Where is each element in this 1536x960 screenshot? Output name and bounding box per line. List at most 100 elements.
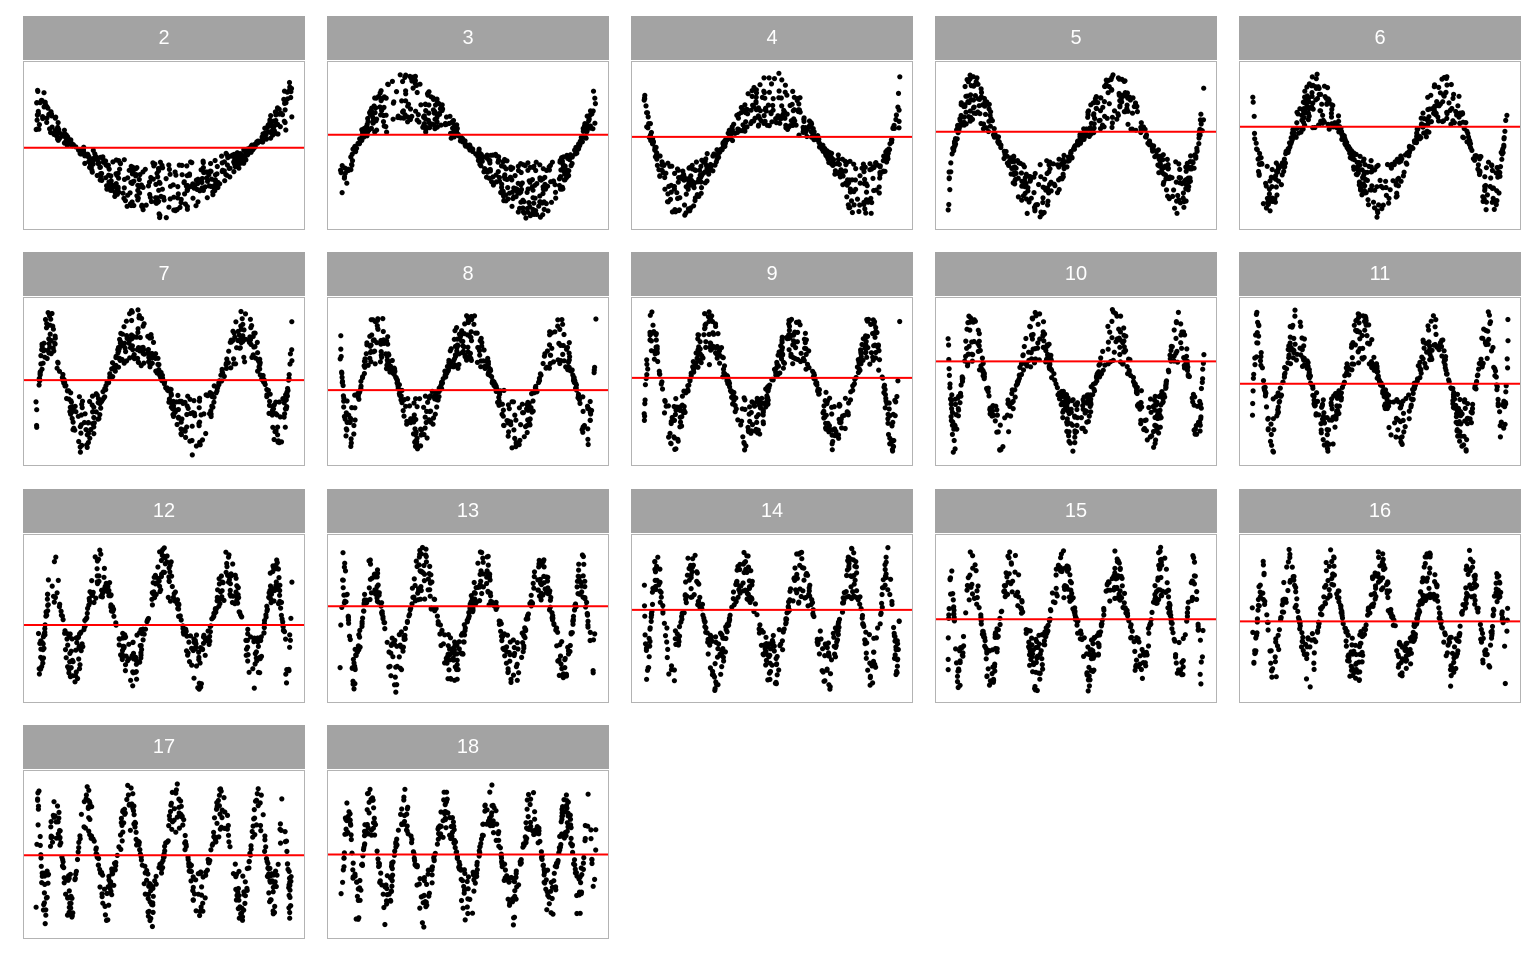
data-point bbox=[397, 72, 403, 78]
data-point bbox=[166, 204, 172, 210]
data-point bbox=[1251, 130, 1258, 136]
data-point bbox=[889, 139, 895, 145]
data-point bbox=[1300, 355, 1306, 361]
data-point bbox=[703, 339, 709, 345]
data-point bbox=[1384, 396, 1390, 402]
facet-panel-2: 2 bbox=[23, 16, 305, 230]
data-point bbox=[491, 379, 497, 385]
data-point bbox=[1368, 359, 1374, 365]
data-point bbox=[249, 323, 255, 329]
data-point bbox=[1046, 364, 1052, 370]
data-point bbox=[119, 356, 125, 363]
data-point bbox=[1130, 374, 1136, 381]
data-point bbox=[764, 395, 770, 401]
data-point bbox=[1374, 208, 1380, 214]
data-point bbox=[1183, 168, 1189, 174]
data-point bbox=[224, 172, 230, 178]
data-point bbox=[1085, 108, 1092, 114]
data-point bbox=[1494, 188, 1500, 194]
data-point bbox=[510, 165, 516, 171]
data-point bbox=[75, 413, 81, 419]
data-point bbox=[544, 348, 550, 354]
data-point bbox=[721, 363, 728, 369]
data-point bbox=[1387, 163, 1393, 169]
data-point bbox=[1105, 346, 1111, 352]
facet-strip-label: 10 bbox=[1064, 262, 1088, 285]
data-point bbox=[885, 416, 891, 422]
data-point bbox=[829, 447, 835, 453]
data-point bbox=[238, 308, 244, 315]
data-point bbox=[112, 193, 118, 199]
data-point bbox=[862, 206, 868, 212]
data-point bbox=[792, 118, 798, 124]
data-point bbox=[1109, 114, 1115, 120]
data-point bbox=[1354, 159, 1360, 165]
data-point bbox=[119, 331, 126, 337]
data-point bbox=[500, 159, 506, 165]
data-point bbox=[1146, 404, 1152, 411]
data-point bbox=[127, 311, 133, 317]
data-point bbox=[208, 413, 214, 420]
data-point bbox=[753, 94, 759, 100]
data-point bbox=[753, 87, 759, 93]
data-point bbox=[542, 174, 548, 180]
data-point bbox=[402, 74, 408, 80]
data-point bbox=[786, 327, 792, 333]
data-point bbox=[55, 120, 61, 126]
data-point bbox=[1480, 194, 1486, 200]
data-point bbox=[708, 347, 714, 353]
data-point bbox=[1346, 366, 1352, 372]
data-point bbox=[1457, 110, 1463, 116]
data-point bbox=[692, 195, 698, 201]
data-point bbox=[426, 102, 432, 108]
data-point bbox=[1010, 406, 1016, 412]
data-point bbox=[1065, 396, 1071, 402]
data-point bbox=[1172, 205, 1178, 211]
data-point bbox=[693, 360, 699, 366]
data-point bbox=[380, 119, 387, 125]
data-point bbox=[949, 431, 955, 437]
data-point bbox=[1011, 170, 1017, 176]
data-point bbox=[1180, 190, 1186, 196]
data-point bbox=[835, 156, 842, 162]
data-point bbox=[226, 348, 232, 354]
data-point bbox=[471, 313, 478, 319]
data-point bbox=[1305, 117, 1311, 123]
data-point bbox=[526, 401, 532, 407]
data-point bbox=[1353, 171, 1359, 177]
data-point bbox=[774, 359, 780, 365]
data-point bbox=[776, 95, 782, 101]
data-point bbox=[1355, 349, 1361, 355]
data-point bbox=[220, 370, 226, 376]
data-point bbox=[268, 113, 274, 119]
data-point bbox=[504, 418, 510, 424]
data-point bbox=[1469, 406, 1476, 412]
data-point bbox=[465, 318, 471, 324]
data-point bbox=[479, 343, 485, 349]
data-point bbox=[1160, 400, 1166, 406]
data-point bbox=[1294, 109, 1300, 115]
data-point bbox=[527, 179, 533, 185]
data-point bbox=[825, 426, 831, 432]
data-point bbox=[149, 350, 155, 357]
data-point bbox=[1256, 172, 1262, 178]
data-point bbox=[1497, 423, 1503, 429]
data-point bbox=[1441, 359, 1447, 365]
data-point bbox=[1175, 309, 1181, 315]
data-point bbox=[1309, 90, 1315, 96]
data-point bbox=[567, 354, 573, 360]
data-point bbox=[970, 97, 977, 103]
data-point bbox=[92, 151, 98, 157]
data-point bbox=[518, 199, 524, 205]
data-point bbox=[187, 438, 193, 444]
data-point bbox=[1263, 180, 1269, 186]
data-point bbox=[338, 333, 344, 339]
data-point bbox=[120, 190, 126, 196]
data-point bbox=[344, 180, 350, 186]
data-point bbox=[1123, 93, 1129, 99]
data-point bbox=[1197, 422, 1203, 428]
data-point bbox=[105, 162, 111, 168]
data-point bbox=[1114, 313, 1120, 319]
data-point bbox=[255, 350, 261, 356]
data-point bbox=[556, 176, 562, 182]
